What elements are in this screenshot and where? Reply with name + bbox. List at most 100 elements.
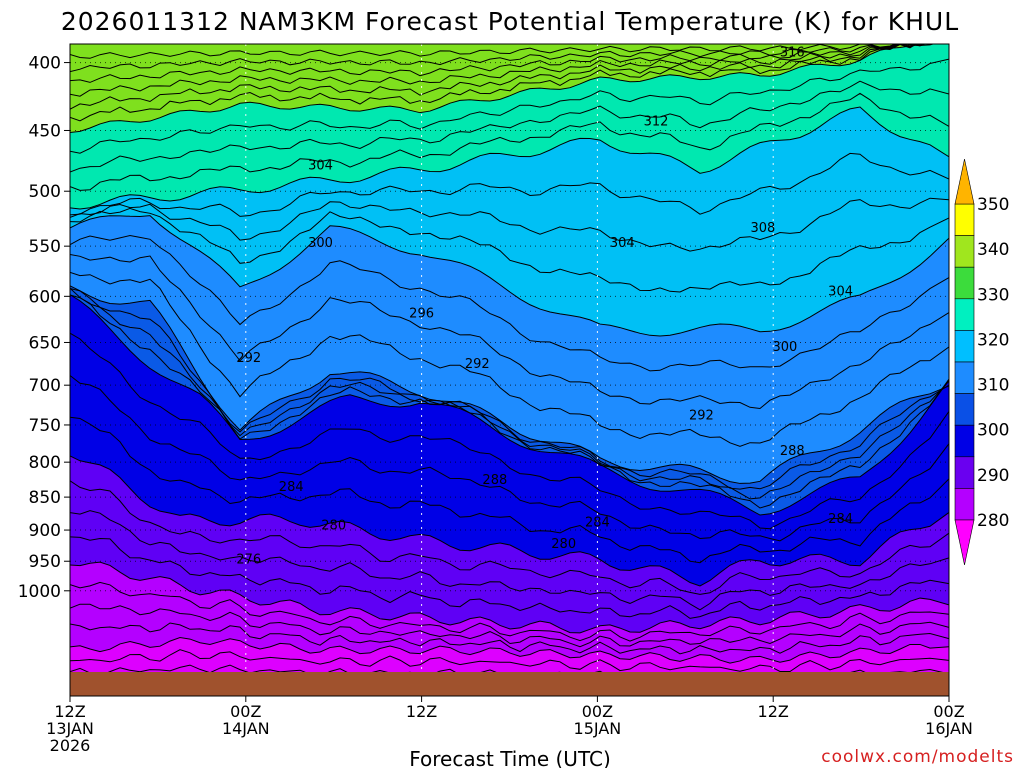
contour-line — [70, 58, 949, 154]
contour-line — [70, 254, 949, 410]
contour-line — [70, 44, 920, 110]
y-tick-label: 400 — [29, 54, 61, 74]
colorbar-segment — [954, 488, 975, 521]
contour-label: 304 — [308, 158, 333, 173]
contour-line — [70, 561, 949, 634]
x-tick-label: 12Z — [406, 702, 437, 721]
contour-label: 312 — [644, 114, 669, 129]
y-tick-label: 800 — [29, 453, 61, 473]
colorbar-label: 350 — [977, 195, 1009, 215]
x-tick-label: 12Z — [758, 702, 789, 721]
contour-line — [70, 603, 949, 648]
contour-line — [70, 649, 949, 672]
contour-label: 292 — [689, 409, 714, 424]
contour-line — [70, 294, 949, 509]
contour-label: 304 — [828, 284, 853, 299]
contour-labels: 3243203163123123083083163123043083003043… — [236, 45, 853, 567]
plot-frame — [69, 43, 950, 697]
colorbar-label: 280 — [977, 511, 1009, 531]
contour-label: 304 — [610, 236, 635, 251]
contour-line — [70, 271, 949, 447]
contour-line — [70, 197, 949, 252]
band-6 — [70, 455, 949, 633]
contour-line — [70, 207, 949, 293]
band-0 — [70, 44, 949, 133]
ground-surface — [70, 672, 949, 696]
band-2 — [70, 107, 949, 336]
contour-line — [70, 44, 918, 122]
contour-label: 288 — [780, 444, 805, 459]
x-tick-label: 16JAN — [925, 719, 973, 738]
contour-line — [70, 44, 927, 73]
y-tick-label: 900 — [29, 521, 61, 541]
contour-line — [70, 294, 949, 516]
contour-line — [70, 44, 922, 97]
colorbar-segment — [954, 361, 975, 394]
x-tick-label: 00Z — [230, 702, 261, 721]
contour-line — [70, 234, 949, 372]
contour-line — [70, 536, 949, 619]
contour-line — [70, 332, 949, 530]
contour-label: 284 — [279, 480, 304, 495]
contour-label: 280 — [551, 537, 576, 552]
colorbar-segment — [954, 424, 975, 458]
plot-area: 3243203163123123083083163123043083003043… — [70, 44, 949, 696]
y-tick-label: 1000 — [18, 582, 61, 602]
x-tick-label: 13JAN — [46, 719, 94, 738]
contour-line — [70, 106, 949, 210]
y-tick-label: 500 — [29, 182, 61, 202]
contour-line — [70, 80, 949, 173]
colorbar-segment — [954, 456, 975, 489]
contour-line — [70, 92, 949, 191]
y-tick-label: 650 — [29, 333, 61, 353]
credit-text: coolwx.com/modelts — [821, 747, 1014, 767]
contour-line — [70, 152, 949, 217]
colorbar-segment — [954, 203, 975, 236]
colorbar-label: 330 — [977, 285, 1009, 305]
contour-label: 288 — [482, 473, 507, 488]
colorbar-segment — [954, 235, 975, 268]
x-tick-label: 2026 — [50, 736, 91, 755]
contour-line — [70, 215, 949, 337]
y-tick-label: 450 — [29, 121, 61, 141]
contour-label: 276 — [236, 552, 261, 567]
contour-lines — [70, 44, 949, 691]
contour-label: 284 — [585, 515, 610, 530]
contour-label: 316 — [780, 45, 805, 60]
y-tick-label: 950 — [29, 552, 61, 572]
chart-title: 2026011312 NAM3KM Forecast Potential Tem… — [61, 7, 959, 36]
y-tick-label: 550 — [29, 237, 61, 257]
contour-line — [70, 416, 949, 564]
x-tick-label: 14JAN — [222, 719, 270, 738]
y-tick-label: 700 — [29, 376, 61, 396]
y-axis: 2503003504004505005506006507007508008509… — [18, 54, 70, 602]
contour-line — [70, 510, 949, 611]
contour-line — [70, 480, 949, 595]
band-3 — [70, 215, 949, 484]
colorbar-segment — [954, 393, 975, 426]
y-tick-label: 750 — [29, 416, 61, 436]
colorbar-segment — [954, 266, 975, 300]
colorbar-segment — [954, 330, 975, 363]
contour-line — [70, 622, 949, 655]
contour-label: 300 — [773, 340, 798, 355]
x-tick-label: 00Z — [933, 702, 964, 721]
contour-line — [70, 44, 917, 134]
colorbar: 350 340 330 320 310 300 290 280 — [954, 158, 1009, 566]
colorbar-top-arrow — [954, 158, 975, 205]
contour-label: 292 — [465, 357, 490, 372]
colorbar-label: 320 — [977, 330, 1009, 350]
band-1 — [70, 44, 949, 209]
x-tick-label: 00Z — [582, 702, 613, 721]
contour-line — [70, 288, 949, 490]
colorbar-label: 300 — [977, 421, 1009, 441]
colorbar-label: 340 — [977, 240, 1009, 260]
colorbar-segment — [954, 298, 975, 331]
contour-label: 296 — [409, 306, 434, 321]
x-tick-label: 15JAN — [574, 719, 622, 738]
contour-label: 300 — [308, 236, 333, 251]
contour-line — [70, 581, 949, 642]
contour-label: 284 — [828, 512, 853, 527]
